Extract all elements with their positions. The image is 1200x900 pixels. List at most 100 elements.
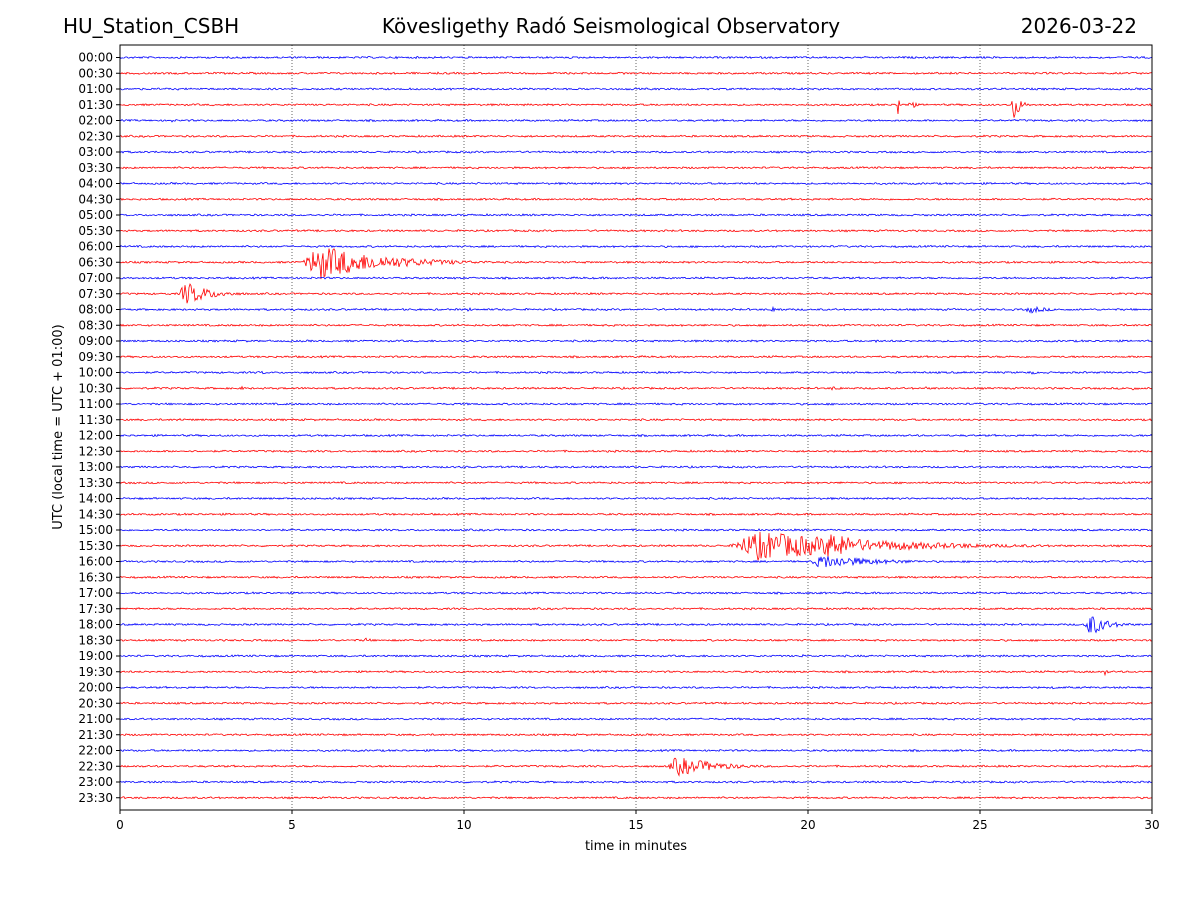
trace-0400 — [119, 181, 1153, 186]
trace-1000 — [119, 370, 1153, 375]
y-tick-label: 20:00 — [78, 681, 113, 695]
y-tick-label: 18:30 — [78, 633, 113, 647]
y-tick-label: 07:00 — [78, 271, 113, 285]
x-tick-label: 5 — [288, 818, 296, 832]
station-name: HU_Station_CSBH — [63, 14, 240, 38]
y-tick-label: 16:30 — [78, 570, 113, 584]
trace-0300 — [119, 150, 1153, 154]
trace-1500 — [119, 528, 1153, 532]
y-tick-label: 01:30 — [78, 98, 113, 112]
trace-0700 — [119, 276, 1153, 280]
y-tick-label: 07:30 — [78, 287, 113, 301]
trace-2300 — [119, 780, 1153, 784]
traces — [119, 55, 1153, 800]
y-tick-label: 14:30 — [78, 507, 113, 521]
y-tick-label: 13:30 — [78, 476, 113, 490]
trace-1300 — [119, 465, 1153, 469]
trace-1630 — [119, 575, 1153, 580]
y-tick-label: 20:30 — [78, 696, 113, 710]
y-tick-label: 04:30 — [78, 192, 113, 206]
y-tick-label: 11:30 — [78, 413, 113, 427]
y-tick-label: 16:00 — [78, 555, 113, 569]
trace-0000 — [119, 55, 1153, 60]
trace-1730 — [119, 606, 1153, 611]
trace-1030 — [119, 385, 1153, 391]
y-tick-label: 12:00 — [78, 429, 113, 443]
trace-0900 — [119, 339, 1153, 343]
x-tick-label: 20 — [800, 818, 815, 832]
y-tick-label: 23:00 — [78, 775, 113, 789]
trace-1130 — [119, 417, 1153, 422]
y-tick-label: 03:00 — [78, 145, 113, 159]
date-label: 2026-03-22 — [1020, 14, 1137, 38]
y-tick-label: 18:00 — [78, 618, 113, 632]
y-tick-label: 08:30 — [78, 318, 113, 332]
trace-1700 — [119, 591, 1153, 595]
trace-0130 — [119, 100, 1153, 118]
y-tick-label: 15:30 — [78, 539, 113, 553]
trace-1600 — [119, 556, 1153, 568]
trace-2000 — [119, 685, 1153, 690]
y-tick-label: 22:00 — [78, 744, 113, 758]
y-tick-label: 03:30 — [78, 161, 113, 175]
y-tick-label: 05:00 — [78, 208, 113, 222]
y-axis-label: UTC (local time = UTC + 01:00) — [51, 324, 66, 529]
y-tick-label: 23:30 — [78, 791, 113, 805]
trace-0600 — [119, 244, 1153, 249]
y-tick-label: 00:00 — [78, 51, 113, 65]
trace-1200 — [119, 433, 1153, 438]
trace-0500 — [119, 213, 1153, 217]
trace-0030 — [119, 71, 1153, 75]
trace-2200 — [119, 748, 1153, 753]
y-tick-label: 17:00 — [78, 586, 113, 600]
x-tick-label: 15 — [628, 818, 643, 832]
y-tick-label: 19:00 — [78, 649, 113, 663]
y-tick-label: 12:30 — [78, 444, 113, 458]
trace-2100 — [119, 717, 1153, 721]
x-axis: 0 5 10 15 20 25 30 — [116, 810, 1160, 832]
trace-1230 — [119, 449, 1153, 453]
y-tick-label: 01:00 — [78, 82, 113, 96]
y-tick-label: 06:30 — [78, 255, 113, 269]
trace-1100 — [119, 402, 1153, 406]
trace-0730 — [119, 283, 1153, 304]
gridlines — [291, 45, 981, 810]
y-tick-label: 22:30 — [78, 759, 113, 773]
y-tick-label: 08:00 — [78, 303, 113, 317]
y-tick-label: 10:30 — [78, 381, 113, 395]
trace-1330 — [119, 480, 1153, 485]
y-tick-label: 09:30 — [78, 350, 113, 364]
y-tick-label: 15:00 — [78, 523, 113, 537]
y-tick-label: 21:00 — [78, 712, 113, 726]
x-tick-label: 25 — [972, 818, 987, 832]
trace-2230 — [119, 757, 1153, 777]
trace-1930 — [119, 669, 1153, 677]
x-tick-label: 10 — [456, 818, 471, 832]
y-tick-label: 13:00 — [78, 460, 113, 474]
page-title: Kövesligethy Radó Seismological Observat… — [381, 14, 841, 38]
trace-2130 — [119, 733, 1153, 737]
y-tick-label: 02:30 — [78, 129, 113, 143]
y-tick-label: 06:00 — [78, 240, 113, 254]
trace-0430 — [119, 197, 1153, 202]
trace-0100 — [119, 87, 1153, 91]
y-tick-label: 17:30 — [78, 602, 113, 616]
y-tick-label: 10:00 — [78, 366, 113, 380]
y-tick-label: 09:00 — [78, 334, 113, 348]
trace-0830 — [119, 323, 1153, 327]
y-tick-label: 02:00 — [78, 114, 113, 128]
trace-2330 — [119, 795, 1153, 800]
y-tick-label: 14:00 — [78, 492, 113, 506]
trace-0930 — [119, 355, 1153, 359]
trace-1800 — [119, 616, 1153, 634]
trace-0230 — [119, 134, 1153, 138]
trace-0630 — [119, 248, 1153, 280]
y-tick-label: 00:30 — [78, 66, 113, 80]
trace-0200 — [119, 118, 1153, 123]
trace-1530 — [119, 531, 1153, 561]
y-tick-label: 19:30 — [78, 665, 113, 679]
trace-2030 — [119, 701, 1153, 705]
trace-1830 — [119, 637, 1153, 642]
